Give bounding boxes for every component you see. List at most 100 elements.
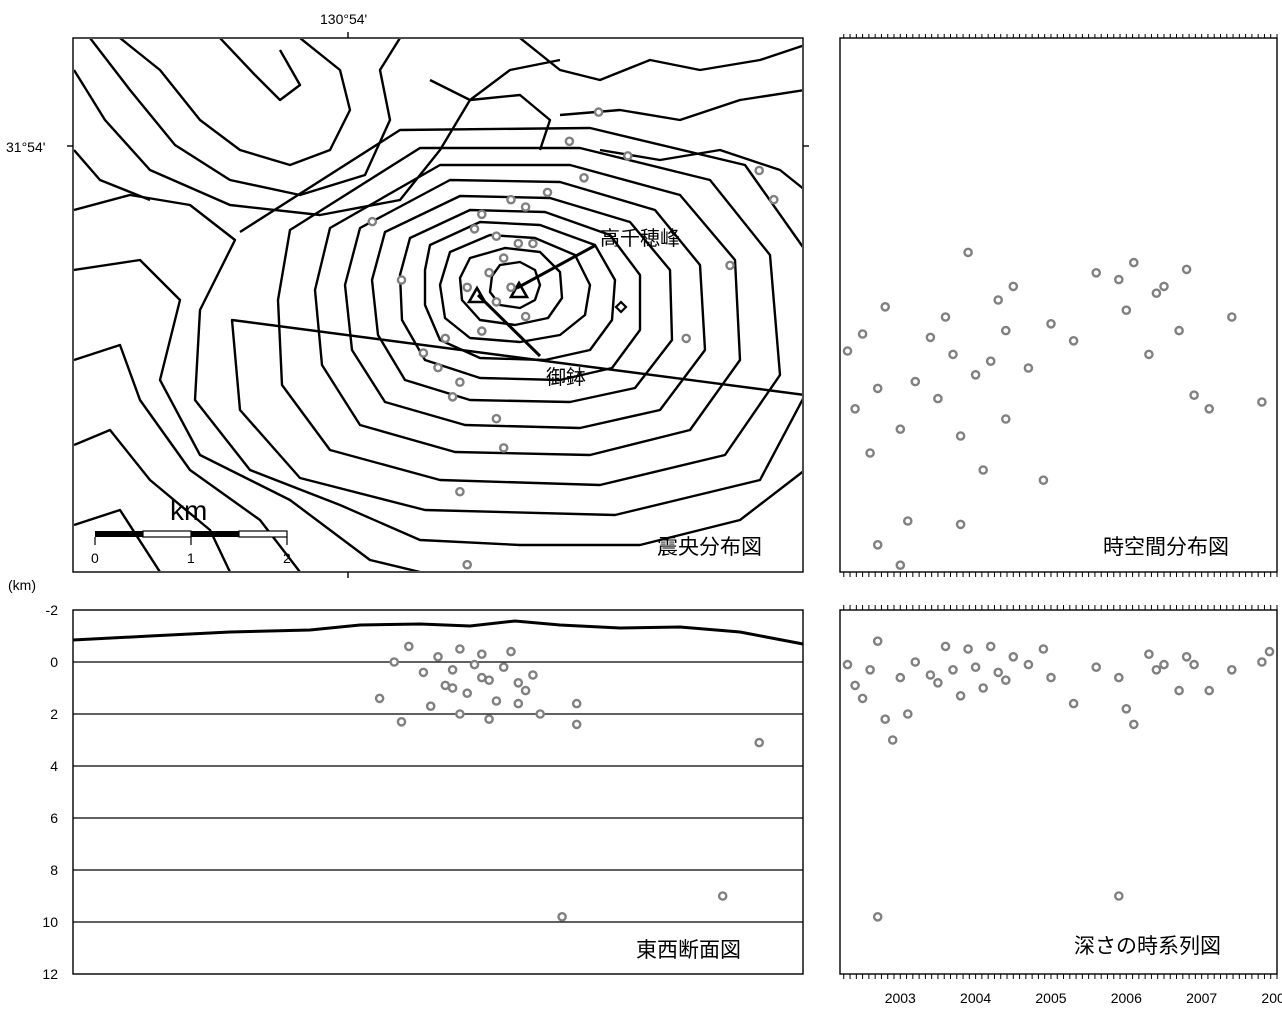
spacetime-point <box>1174 325 1184 336</box>
depthtime-point <box>1159 659 1169 670</box>
contour-line <box>74 58 561 217</box>
hypocenter-point <box>498 662 509 673</box>
depthtime-point <box>1114 672 1124 683</box>
epicenter-point <box>725 260 735 271</box>
spacetime-point <box>940 312 951 322</box>
hypocenter-point <box>535 709 546 719</box>
depthtime-point <box>970 662 981 673</box>
epicenter-point <box>367 216 378 227</box>
hypocenter-point <box>513 698 524 709</box>
spacetime-point <box>948 349 958 360</box>
spacetime-point <box>963 247 973 258</box>
contour-line <box>89 39 401 197</box>
depthtime-point <box>1114 891 1124 901</box>
map-lon-label: 130°54' <box>320 11 367 27</box>
epicenter-point <box>462 559 473 570</box>
hypocenter-point <box>513 678 524 688</box>
epicenter-point <box>520 202 531 212</box>
hypocenter-point <box>476 672 487 683</box>
hypocenter-point <box>717 891 728 901</box>
depthtime-hypocenters <box>842 636 1275 922</box>
hypocenter-point <box>455 644 465 654</box>
epicenter-point <box>433 362 443 373</box>
ohachi-label: 御鉢 <box>546 365 586 389</box>
spacetime-point <box>1038 475 1049 486</box>
spacetime-point <box>993 295 1004 305</box>
year-tick-label: 2008 <box>1261 990 1282 1006</box>
spacetime-point <box>1046 318 1056 329</box>
epicenter-point <box>484 267 494 278</box>
depthtime-point <box>1121 704 1132 714</box>
depthtime-point <box>1038 644 1049 654</box>
spacetime-point <box>1008 281 1019 292</box>
epicenter-point <box>447 391 458 402</box>
epicenter-point <box>623 151 633 161</box>
contour-line <box>239 126 802 248</box>
depthtime-point <box>1204 685 1214 696</box>
hypocenter-point <box>418 667 429 678</box>
spacetime-point <box>1257 397 1267 407</box>
section-y-tick-label: -2 <box>46 602 59 618</box>
spacetime-point <box>1144 349 1154 360</box>
contour-line <box>74 343 301 571</box>
depthtime-point <box>1151 665 1162 675</box>
spacetime-point <box>1114 274 1124 285</box>
takachiho-label: 高千穂峰 <box>600 226 680 250</box>
diamond-marker-icon <box>614 300 628 314</box>
contour-line <box>343 178 707 430</box>
contour-line <box>276 146 782 487</box>
section-y-tick-label: 6 <box>50 810 58 826</box>
spacetime-point <box>985 356 996 367</box>
depthtime-ticks <box>843 605 1278 979</box>
map-frame <box>72 37 804 573</box>
depthtime-point <box>1068 698 1079 709</box>
hypocenter-point <box>433 652 443 662</box>
depthtime-point <box>1091 662 1101 673</box>
ohachi-crater-triangle-icon <box>466 285 488 304</box>
spacetime-point <box>895 424 906 435</box>
contour-line <box>458 246 564 327</box>
depthtime-point <box>850 680 860 691</box>
spacetime-point <box>925 332 936 343</box>
depthtime-point <box>993 667 1004 678</box>
contour-line <box>119 39 352 167</box>
epicenter-point <box>513 238 524 249</box>
depth-time-panel: 2003 2004 2005 2006 2007 2008 深さの時系列図 <box>839 605 1282 1006</box>
year-tick-label: 2007 <box>1186 990 1217 1006</box>
spacetime-point <box>978 465 989 475</box>
depthtime-point <box>978 683 989 693</box>
depthtime-frame <box>839 609 1278 975</box>
spacetime-point <box>1204 403 1214 414</box>
epicenter-point <box>506 194 516 205</box>
takachiho-peak-triangle-icon <box>508 280 530 299</box>
scale-tick-label: 2 <box>283 550 291 566</box>
epicenter-point <box>462 282 473 293</box>
epicenter-point <box>396 275 407 285</box>
epicenter-point <box>564 136 575 147</box>
depthtime-point <box>955 691 966 701</box>
year-tick-label: 2004 <box>960 990 991 1006</box>
depthtime-point <box>1189 659 1199 670</box>
hypocenter-point <box>528 670 538 680</box>
spacetime-point <box>903 516 913 526</box>
scale-tick-label: 1 <box>187 550 195 566</box>
depthtime-point <box>940 641 951 652</box>
depthtime-point <box>933 678 943 688</box>
spacetime-point <box>1129 257 1139 268</box>
hypocenter-point <box>491 696 502 706</box>
depthtime-point <box>985 641 996 652</box>
epicenter-point <box>455 377 465 388</box>
ohachi-leader-line <box>476 293 542 358</box>
hypocenter-point <box>389 657 400 667</box>
hypocenter-point <box>462 688 473 699</box>
hypocenter-point <box>506 646 516 657</box>
depthtime-point <box>872 912 883 922</box>
spacetime-point <box>1001 325 1011 336</box>
epicenter-point <box>418 348 429 358</box>
depthtime-point <box>1144 649 1154 660</box>
hypocenter-point <box>447 665 458 675</box>
spacetime-point <box>857 329 868 339</box>
spacetime-frame <box>839 37 1278 573</box>
contour-line <box>423 220 617 362</box>
epicenter-map-panel: 130°54' 31°54' <box>6 11 809 578</box>
